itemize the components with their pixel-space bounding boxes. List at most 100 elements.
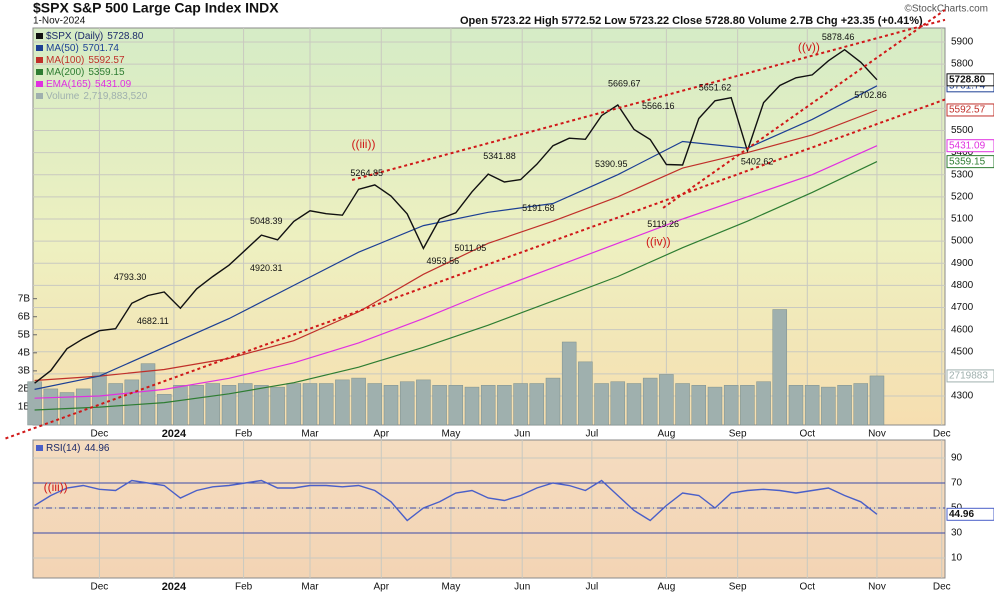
volume-bar [416,379,431,426]
x-tick-label: Jun [514,429,530,440]
y2-tick-label: 4B [18,347,31,358]
legend-value: 2,719,883,520 [83,91,147,102]
y-tick-label: 90 [951,453,963,464]
x-tick-label: Oct [800,429,816,440]
volume-bar [140,363,156,426]
y-tick-label: 5000 [951,236,974,247]
value-tag [946,507,994,521]
y-tick-label: 5300 [951,169,974,180]
price-annotation: 5191.68 [522,203,555,213]
volume-bar [432,385,447,426]
volume-bar [756,381,771,426]
y-tick-label: 5400 [951,147,974,158]
x-tick-label: Jul [585,582,598,593]
price-annotation: 4682.11 [137,316,169,326]
legend-swatch [36,445,43,451]
volume-bar [221,385,237,426]
volume-bar [594,383,609,426]
price-annotation: 5566.16 [642,101,675,111]
value-tag-label: 2719883 [949,371,988,382]
volume-bar [821,386,836,426]
legend-entry: MA(50) 5701.74 [46,43,119,54]
legend-value: 44.96 [84,443,109,454]
legend-name: MA(50) [46,43,79,54]
y-tick-label: 5900 [951,37,974,48]
price-annotation: 5390.95 [595,159,628,169]
x-tick-label: Dec [933,582,951,593]
wave-label: ((v)) [798,40,820,54]
price-annotation: 4953.56 [427,256,460,266]
volume-bar [173,385,188,426]
legend-swatch [36,33,43,39]
x-tick-label: Feb [235,582,253,593]
volume-bar [659,374,674,426]
y-tick-label: 5800 [951,59,974,70]
legend-value: 5431.09 [95,79,132,90]
volume-bar [383,385,399,426]
volume-bar [189,385,204,426]
y-tick-label: 4500 [951,346,974,357]
legend-entry: RSI(14) 44.96 [46,443,110,454]
value-tag-label: 5592.57 [949,105,986,116]
y2-tick-label: 5B [18,329,31,340]
volume-bar [837,385,852,426]
series-line [34,145,878,399]
legend-name: RSI(14) [46,443,80,454]
x-tick-label: May [441,582,460,593]
volume-bar [675,383,690,426]
value-tag [946,103,994,117]
series-line [34,85,878,390]
x-tick-label: Dec [91,582,109,593]
volume-bar [351,377,366,426]
y-tick-label: 5500 [951,125,974,136]
volume-bar [124,379,140,426]
panel-background [32,27,946,426]
price-annotation: 5341.88 [483,151,516,161]
volume-bar [578,361,593,426]
legend-value: 5592.57 [88,55,125,66]
y2-tick-label: 3B [18,366,31,377]
price-annotation: 5702.86 [854,90,887,100]
y-tick-label: 4600 [951,324,974,335]
y-tick-label: 5200 [951,191,974,202]
x-tick-label: Oct [800,582,816,593]
x-tick-label: Dec [91,429,109,440]
price-annotation: 5651.62 [699,82,732,92]
volume-bar [448,385,464,426]
x-tick-label: Nov [868,429,886,440]
value-tag-label: 5728.80 [949,74,986,85]
price-annotation: 4920.31 [250,263,283,273]
volume-bar [529,383,545,426]
chart-date: 1-Nov-2024 [33,16,86,27]
y-tick-label: 4700 [951,302,974,313]
x-tick-label: Sep [729,429,747,440]
volume-bar [92,372,107,426]
y-tick-label: 70 [951,478,963,489]
volume-bar [237,383,253,426]
value-tag-label: 5431.09 [949,140,986,151]
x-tick-label: Mar [301,582,319,593]
y-tick-label: 4300 [951,391,974,402]
legend-value: 5728.80 [107,31,144,42]
volume-bar [27,381,42,426]
value-tag [946,73,994,87]
trend-line [5,98,946,440]
volume-bar [480,385,496,426]
legend-value: 5359.15 [88,67,125,78]
legend-swatch [36,81,43,87]
value-tag [946,139,994,153]
y2-tick-label: 6B [18,311,31,322]
volume-bar [642,377,658,426]
legend-entry: Volume 2,719,883,520 [46,91,148,102]
series-line [34,161,878,411]
volume-bar [43,388,59,426]
volume-bar [513,383,528,426]
x-tick-label: 2024 [162,428,187,440]
x-tick-label: Nov [868,582,886,593]
volume-bar [464,386,480,426]
legend-name: MA(100) [46,55,84,66]
legend-entry: MA(200) 5359.15 [46,67,125,78]
price-annotation: 5119.26 [647,219,679,229]
legend-name: Volume [46,91,80,102]
